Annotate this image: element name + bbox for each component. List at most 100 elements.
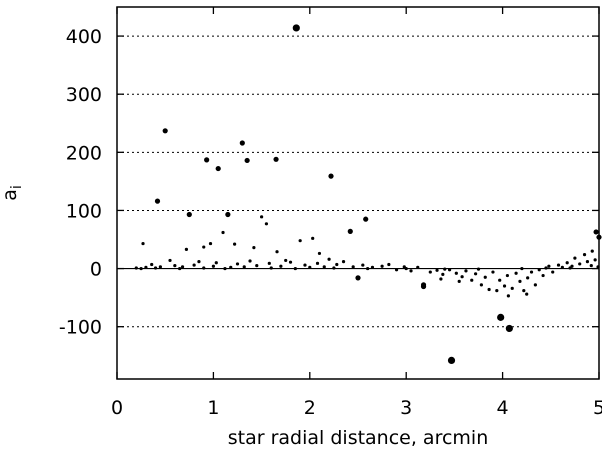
data-point (139, 266, 143, 271)
data-point (260, 215, 264, 219)
data-point (525, 292, 529, 296)
data-point (560, 265, 564, 269)
data-point (541, 273, 545, 278)
data-point (505, 273, 510, 278)
data-point (447, 268, 452, 272)
data-point (275, 250, 279, 254)
x-tick-label: 4 (497, 397, 509, 419)
data-point (522, 289, 526, 293)
y-tick-label: 0 (90, 259, 102, 281)
data-point (235, 262, 240, 266)
data-point (593, 229, 599, 235)
data-point (134, 266, 138, 270)
data-point (225, 211, 231, 218)
data-point (394, 268, 399, 272)
data-point (223, 266, 227, 271)
data-point (292, 24, 300, 32)
data-point (551, 270, 555, 274)
data-point (505, 324, 513, 333)
data-point (184, 247, 189, 251)
data-point (153, 266, 158, 270)
data-point (267, 261, 271, 265)
data-point (568, 266, 572, 270)
data-point (502, 284, 507, 288)
data-point (585, 259, 590, 264)
data-point (589, 264, 593, 268)
data-point (491, 270, 495, 274)
data-point (428, 270, 432, 274)
x-tick-label: 2 (304, 397, 316, 419)
data-point (180, 265, 185, 269)
data-point (315, 261, 320, 265)
grid-lines (117, 35, 599, 328)
data-point (204, 157, 210, 163)
data-point (547, 264, 551, 268)
data-point (479, 283, 483, 287)
data-point (211, 264, 215, 268)
data-point (460, 275, 464, 279)
data-point (514, 271, 518, 275)
data-point (162, 128, 168, 134)
data-point (370, 265, 375, 269)
x-tick-labels: 0 1 2 3 4 5 (111, 397, 602, 419)
data-point (173, 264, 177, 268)
axis-ticks (116, 7, 600, 379)
x-tick-label: 1 (207, 397, 219, 419)
data-points (134, 24, 602, 364)
data-point (335, 262, 339, 267)
data-point (387, 262, 391, 267)
y-tick-labels: -100 0 100 200 300 400 (59, 26, 102, 339)
data-point (518, 279, 522, 283)
data-point (498, 278, 502, 282)
data-point (215, 165, 221, 172)
data-point (435, 268, 439, 272)
data-point (443, 267, 447, 271)
data-point (244, 157, 250, 164)
data-point (474, 272, 478, 276)
data-point (510, 286, 514, 290)
data-point (582, 253, 587, 257)
data-point (495, 289, 499, 293)
data-point (447, 356, 456, 364)
data-point (214, 261, 218, 265)
data-point (533, 283, 537, 287)
data-point (242, 265, 246, 269)
data-point (439, 277, 443, 281)
data-point (141, 241, 145, 246)
x-axis-label: star radial distance, arcmin (228, 427, 489, 449)
data-point (208, 241, 213, 246)
data-point (537, 268, 541, 272)
y-axis-label-main: a (0, 189, 21, 201)
data-point (526, 276, 530, 280)
data-point (264, 222, 269, 226)
data-point (322, 265, 326, 269)
data-point (565, 261, 569, 265)
data-point (544, 266, 548, 270)
x-tick-label: 5 (593, 397, 602, 419)
data-point (144, 265, 148, 269)
data-point (366, 266, 370, 271)
y-axis-label: ai (0, 185, 25, 201)
data-point (347, 228, 353, 234)
data-point (150, 262, 154, 267)
data-point (416, 265, 420, 269)
data-point (255, 264, 259, 268)
data-point (556, 263, 561, 267)
data-point (317, 251, 322, 256)
data-point (506, 294, 510, 298)
data-point (192, 263, 196, 267)
y-tick-label: 300 (66, 84, 102, 106)
data-point (202, 245, 206, 249)
data-point (202, 266, 206, 270)
data-point (154, 198, 161, 204)
data-point (464, 269, 468, 273)
data-point (404, 266, 408, 271)
data-point (454, 271, 458, 275)
data-point (593, 258, 597, 262)
y-tick-label: -100 (59, 317, 102, 339)
data-point (279, 264, 283, 268)
data-point (252, 246, 256, 250)
data-point (573, 256, 577, 260)
data-point (288, 260, 293, 264)
